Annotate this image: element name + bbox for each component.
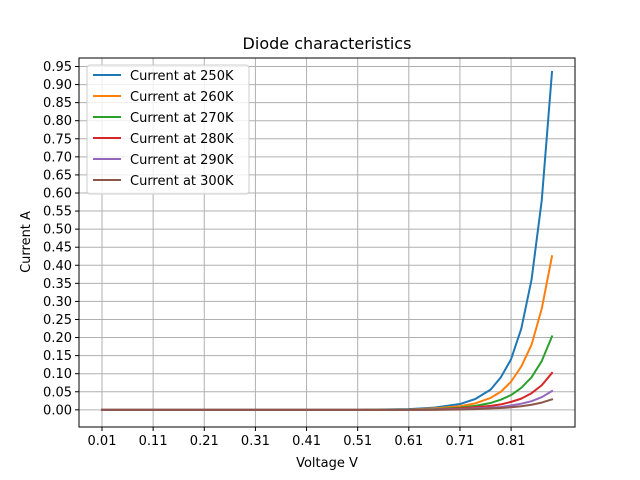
legend-entry: Current at 270K [130, 111, 234, 126]
chart-title: Diode characteristics [243, 34, 412, 53]
x-axis-ticks: 0.01 0.11 0.21 0.31 0.41 0.51 0.61 0.71 0.81 [88, 427, 526, 449]
y-tick-label: 0.80 [43, 114, 72, 129]
y-tick-label: 0.75 [43, 132, 72, 147]
legend-entry: Current at 280K [130, 132, 234, 147]
y-tick-label: 0.70 [43, 150, 72, 165]
series-line [101, 398, 554, 411]
y-axis-ticks: 0.00 0.05 0.10 0.15 0.20 0.25 0.30 0.35 0.40 0.45… [43, 60, 79, 418]
y-tick-label: 0.05 [43, 385, 72, 400]
y-tick-label: 0.35 [43, 277, 72, 292]
legend-entry: Current at 300K [130, 174, 234, 189]
x-tick-label: 0.61 [394, 434, 423, 449]
x-tick-label: 0.81 [497, 434, 526, 449]
x-tick-label: 0.01 [88, 434, 117, 449]
y-tick-label: 0.10 [43, 367, 72, 382]
legend: Current at 250K Current at 260K Current at… [86, 64, 250, 195]
x-tick-label: 0.11 [139, 434, 168, 449]
y-tick-label: 0.90 [43, 78, 72, 93]
legend-entry: Current at 290K [130, 153, 234, 168]
legend-box [86, 64, 250, 195]
y-tick-label: 0.00 [43, 403, 72, 418]
y-tick-label: 0.40 [43, 259, 72, 274]
y-tick-label: 0.45 [43, 241, 72, 256]
series-lines [101, 70, 554, 411]
x-tick-label: 0.71 [445, 434, 474, 449]
x-tick-label: 0.41 [292, 434, 321, 449]
y-tick-label: 0.50 [43, 223, 72, 238]
y-tick-label: 0.95 [43, 60, 72, 75]
legend-entry: Current at 260K [130, 90, 234, 105]
y-tick-label: 0.30 [43, 295, 72, 310]
y-tick-label: 0.25 [43, 313, 72, 328]
x-tick-label: 0.51 [343, 434, 372, 449]
y-axis-title: Current A [19, 211, 34, 273]
y-tick-label: 0.20 [43, 331, 72, 346]
plot-frame [78, 57, 576, 428]
y-tick-label: 0.60 [43, 186, 72, 201]
legend-entry: Current at 250K [130, 69, 234, 84]
x-tick-label: 0.31 [241, 434, 270, 449]
y-tick-label: 0.65 [43, 168, 72, 183]
x-tick-label: 0.21 [190, 434, 219, 449]
y-tick-label: 0.15 [43, 349, 72, 364]
y-tick-label: 0.85 [43, 96, 72, 111]
y-tick-label: 0.55 [43, 205, 72, 220]
x-axis-title: Voltage V [296, 456, 358, 471]
